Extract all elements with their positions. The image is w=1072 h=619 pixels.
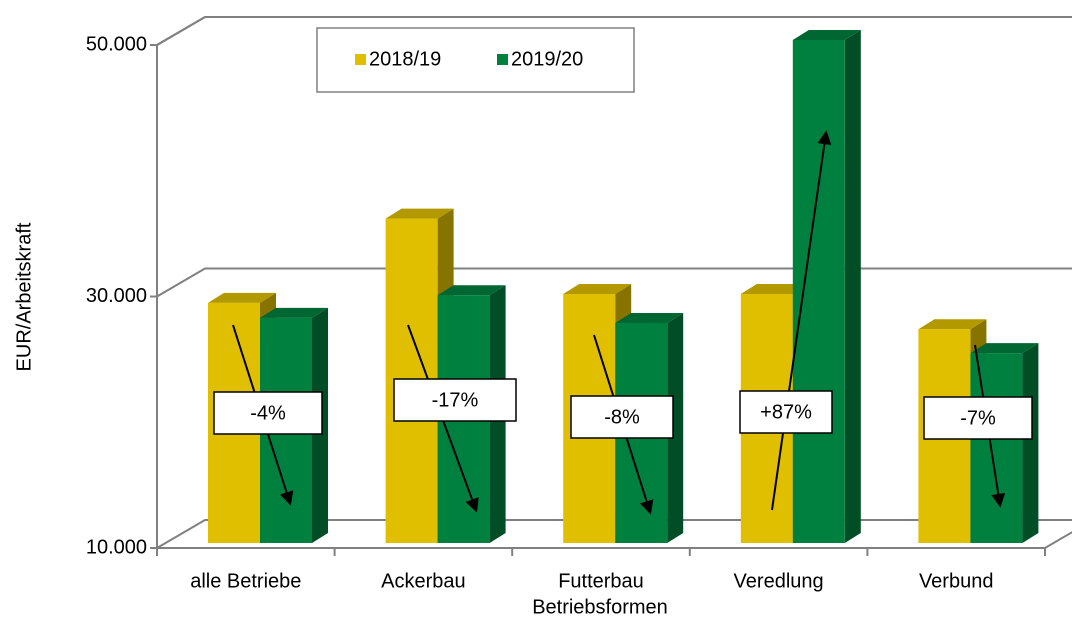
arrow [771, 130, 832, 511]
bar-top [792, 30, 861, 40]
x-axis-label: Betriebsformen [532, 596, 668, 618]
legend-label: 2019/20 [511, 48, 583, 70]
y-axis-label: EUR/Arbeitskraft [13, 222, 35, 371]
annotation-box [393, 378, 517, 422]
legend-swatch [497, 54, 508, 65]
y-tick-label: 10.000 [86, 536, 147, 558]
annotation: -17% [432, 389, 479, 411]
bars [208, 30, 1039, 543]
bar [970, 343, 1039, 543]
x-tick-label: Ackerbau [381, 570, 466, 592]
annotation-box [213, 391, 323, 435]
annotation-box [570, 395, 674, 439]
x-tick-label: Futterbau [558, 570, 644, 592]
legend-box [316, 27, 635, 93]
bar-top [208, 292, 276, 303]
bar-side [667, 312, 684, 543]
bar-top [260, 307, 328, 318]
annotation-box [739, 390, 833, 434]
grid-line [156, 267, 1072, 298]
y-tick-label: 30.000 [86, 285, 147, 307]
y-tick-label: 50.000 [86, 33, 147, 55]
bar [792, 30, 861, 543]
x-tick-label: Verbund [919, 570, 994, 592]
legend-swatch [355, 54, 366, 65]
annotation: +87% [760, 401, 812, 423]
bar-top [918, 319, 987, 330]
legend: 2018/19 2019/20 [355, 48, 583, 70]
annotation: -4% [250, 402, 286, 424]
grid-line [156, 16, 1072, 46]
bar-top [437, 285, 506, 296]
bar-side [844, 30, 861, 543]
annotation: -7% [960, 407, 996, 429]
annotation: -8% [604, 406, 640, 428]
x-tick-label: Veredlung [734, 570, 824, 592]
bar-top [615, 312, 684, 323]
grid: 10.000 30.000 50.000 alle Betriebe Ackerbau F… [86, 16, 1072, 592]
x-tick-label: alle Betriebe [190, 570, 301, 592]
bar-top [385, 208, 454, 219]
bar-top [740, 284, 809, 295]
bar-top [563, 284, 632, 295]
bar-front [792, 40, 845, 543]
bar-front [970, 353, 1023, 543]
annotation-box [923, 396, 1033, 440]
legend-label: 2018/19 [369, 48, 441, 70]
bar-top [970, 343, 1039, 354]
annotations: -4% -17% -8% +87% -7% [213, 378, 1033, 440]
bar-side [1022, 343, 1039, 543]
